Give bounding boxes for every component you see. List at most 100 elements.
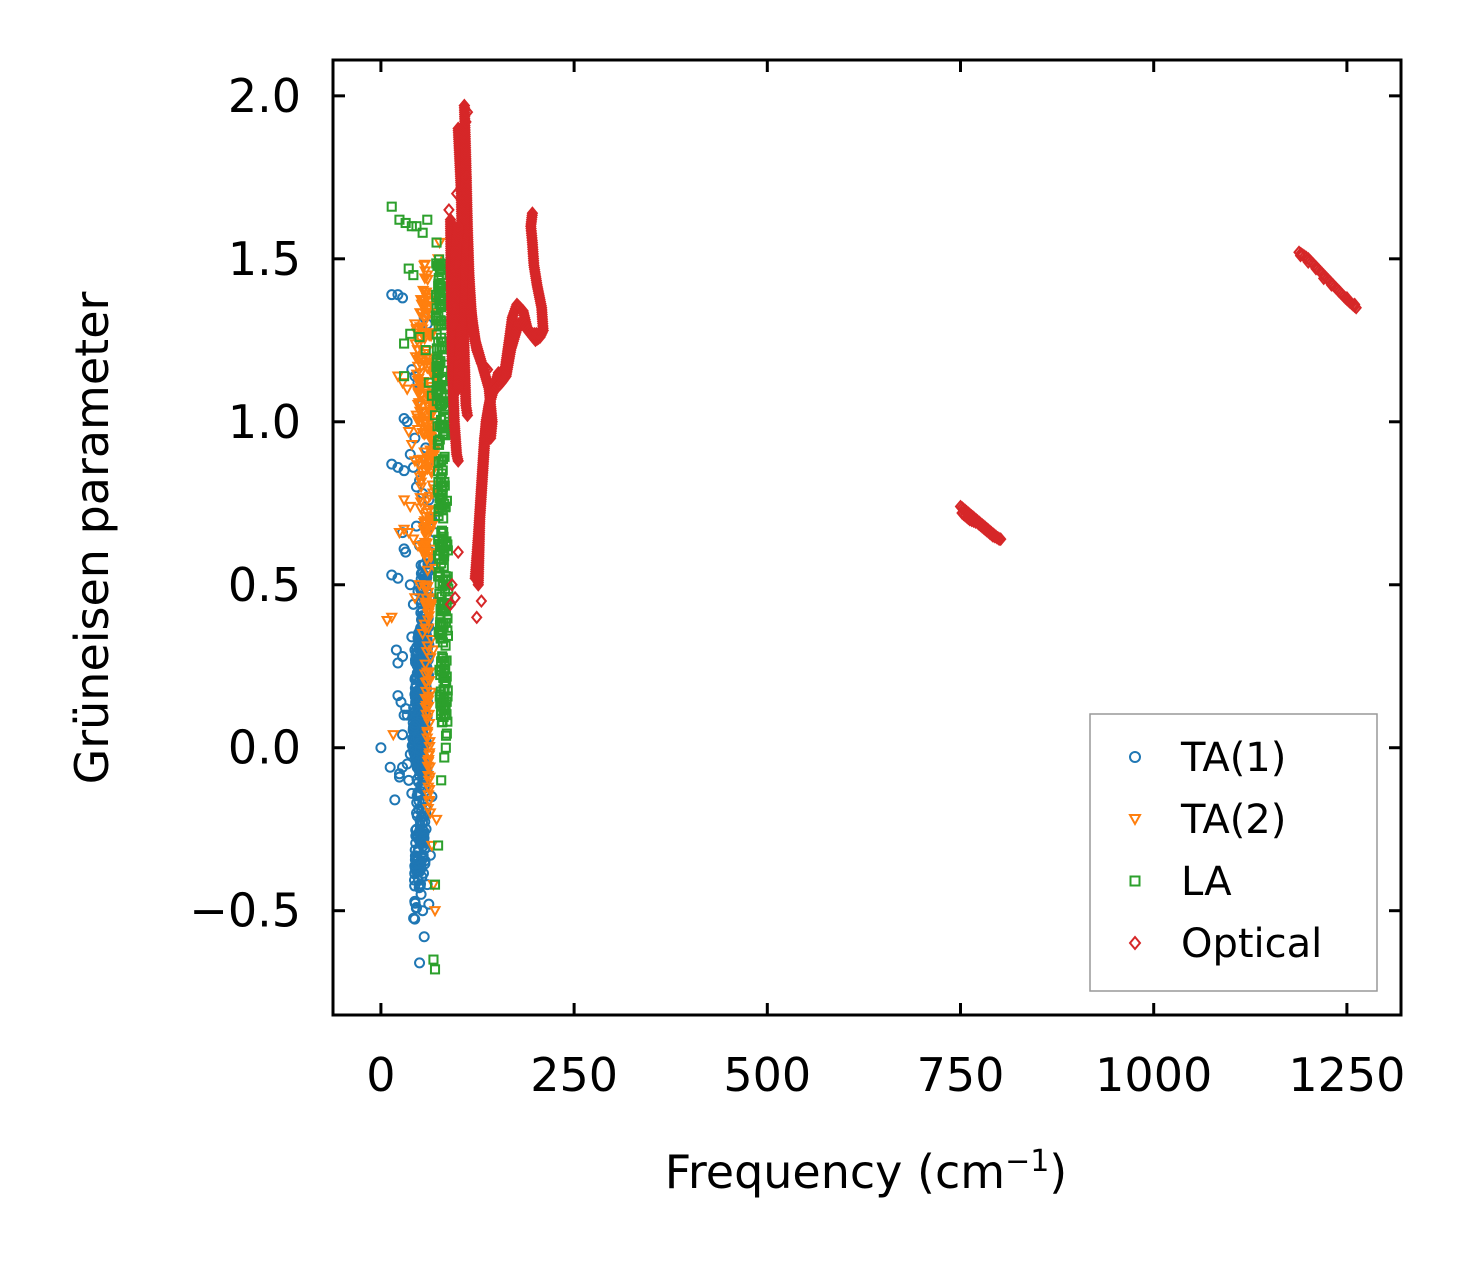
y-tick-label: 1.0	[228, 395, 301, 449]
data-point	[433, 320, 444, 331]
data-point	[411, 797, 423, 809]
data-point	[419, 538, 432, 550]
data-point	[440, 730, 452, 741]
data-point	[386, 289, 398, 301]
data-point	[418, 582, 432, 594]
data-point	[408, 270, 419, 281]
data-point	[411, 541, 425, 553]
legend-label: Optical	[1181, 921, 1322, 967]
data-point	[422, 709, 436, 722]
data-point	[416, 629, 429, 641]
data-point	[434, 260, 445, 271]
x-tick-label: 500	[723, 1048, 811, 1102]
data-point	[412, 389, 425, 401]
data-point	[452, 453, 464, 468]
data-point	[410, 902, 422, 914]
data-point	[460, 114, 472, 129]
data-point	[400, 703, 412, 715]
data-point	[422, 797, 436, 809]
data-point	[410, 410, 423, 422]
data-point	[442, 625, 453, 636]
data-point	[419, 600, 432, 612]
data-point	[422, 701, 435, 714]
data-point	[415, 390, 428, 402]
data-point	[385, 612, 398, 624]
data-point	[393, 771, 405, 783]
data-point	[532, 326, 545, 341]
data-point	[420, 345, 431, 356]
data-point	[413, 737, 425, 749]
data-point	[386, 201, 397, 212]
data-point	[422, 587, 435, 599]
data-point	[431, 237, 442, 248]
data-point	[392, 572, 404, 584]
data-point	[409, 691, 421, 703]
data-point	[413, 322, 427, 334]
data-point	[421, 761, 434, 773]
data-point	[408, 912, 420, 924]
data-point	[433, 273, 444, 284]
data-point	[384, 761, 396, 773]
data-point	[439, 696, 450, 707]
data-point	[420, 293, 434, 305]
data-point	[411, 345, 425, 357]
data-point	[400, 384, 414, 396]
data-point	[397, 292, 409, 304]
data-point	[409, 644, 421, 656]
data-point	[430, 814, 443, 826]
data-point	[408, 593, 422, 605]
data-point	[425, 599, 438, 611]
data-point	[419, 310, 433, 322]
data-point	[419, 547, 432, 559]
data-point	[375, 742, 387, 754]
data-point	[443, 202, 455, 217]
data-point	[419, 677, 432, 690]
data-point	[417, 227, 428, 238]
y-axis-label: Grüneisen parameter	[65, 291, 119, 784]
data-point	[422, 505, 436, 517]
data-point	[414, 878, 426, 890]
data-point	[426, 390, 437, 401]
legend-marker-la	[1129, 875, 1141, 887]
data-point	[431, 329, 442, 340]
data-point	[440, 579, 451, 590]
data-point	[1302, 255, 1315, 270]
data-point	[412, 846, 424, 858]
data-layer	[375, 98, 1362, 975]
data-point	[421, 425, 435, 437]
data-point	[422, 606, 436, 618]
data-point	[429, 879, 441, 890]
data-point	[452, 545, 464, 560]
legend-label: LA	[1181, 859, 1232, 905]
data-point	[412, 338, 426, 351]
data-point	[450, 186, 463, 201]
data-point	[435, 617, 446, 628]
data-point	[417, 260, 431, 272]
data-point	[421, 274, 434, 287]
legend-marker-optical	[1128, 935, 1142, 951]
data-point	[398, 413, 410, 425]
data-point	[460, 400, 473, 415]
data-point	[436, 455, 447, 466]
data-point	[427, 645, 440, 657]
data-point	[409, 705, 421, 717]
data-point	[414, 957, 426, 969]
data-point	[411, 221, 422, 232]
data-point	[436, 775, 447, 786]
data-point	[444, 597, 457, 612]
data-point	[424, 514, 437, 527]
data-point	[408, 456, 422, 468]
y-tick-label: 0.0	[228, 721, 301, 775]
data-point	[399, 338, 410, 349]
data-point	[396, 378, 409, 390]
data-point	[1310, 261, 1322, 276]
data-point	[422, 695, 435, 707]
data-point	[425, 635, 438, 647]
data-point	[422, 775, 436, 787]
data-point	[421, 726, 434, 738]
data-point	[419, 315, 432, 327]
y-tick-label: 1.5	[228, 232, 301, 286]
data-point	[397, 650, 409, 662]
data-point	[475, 594, 488, 609]
data-point	[409, 880, 421, 892]
